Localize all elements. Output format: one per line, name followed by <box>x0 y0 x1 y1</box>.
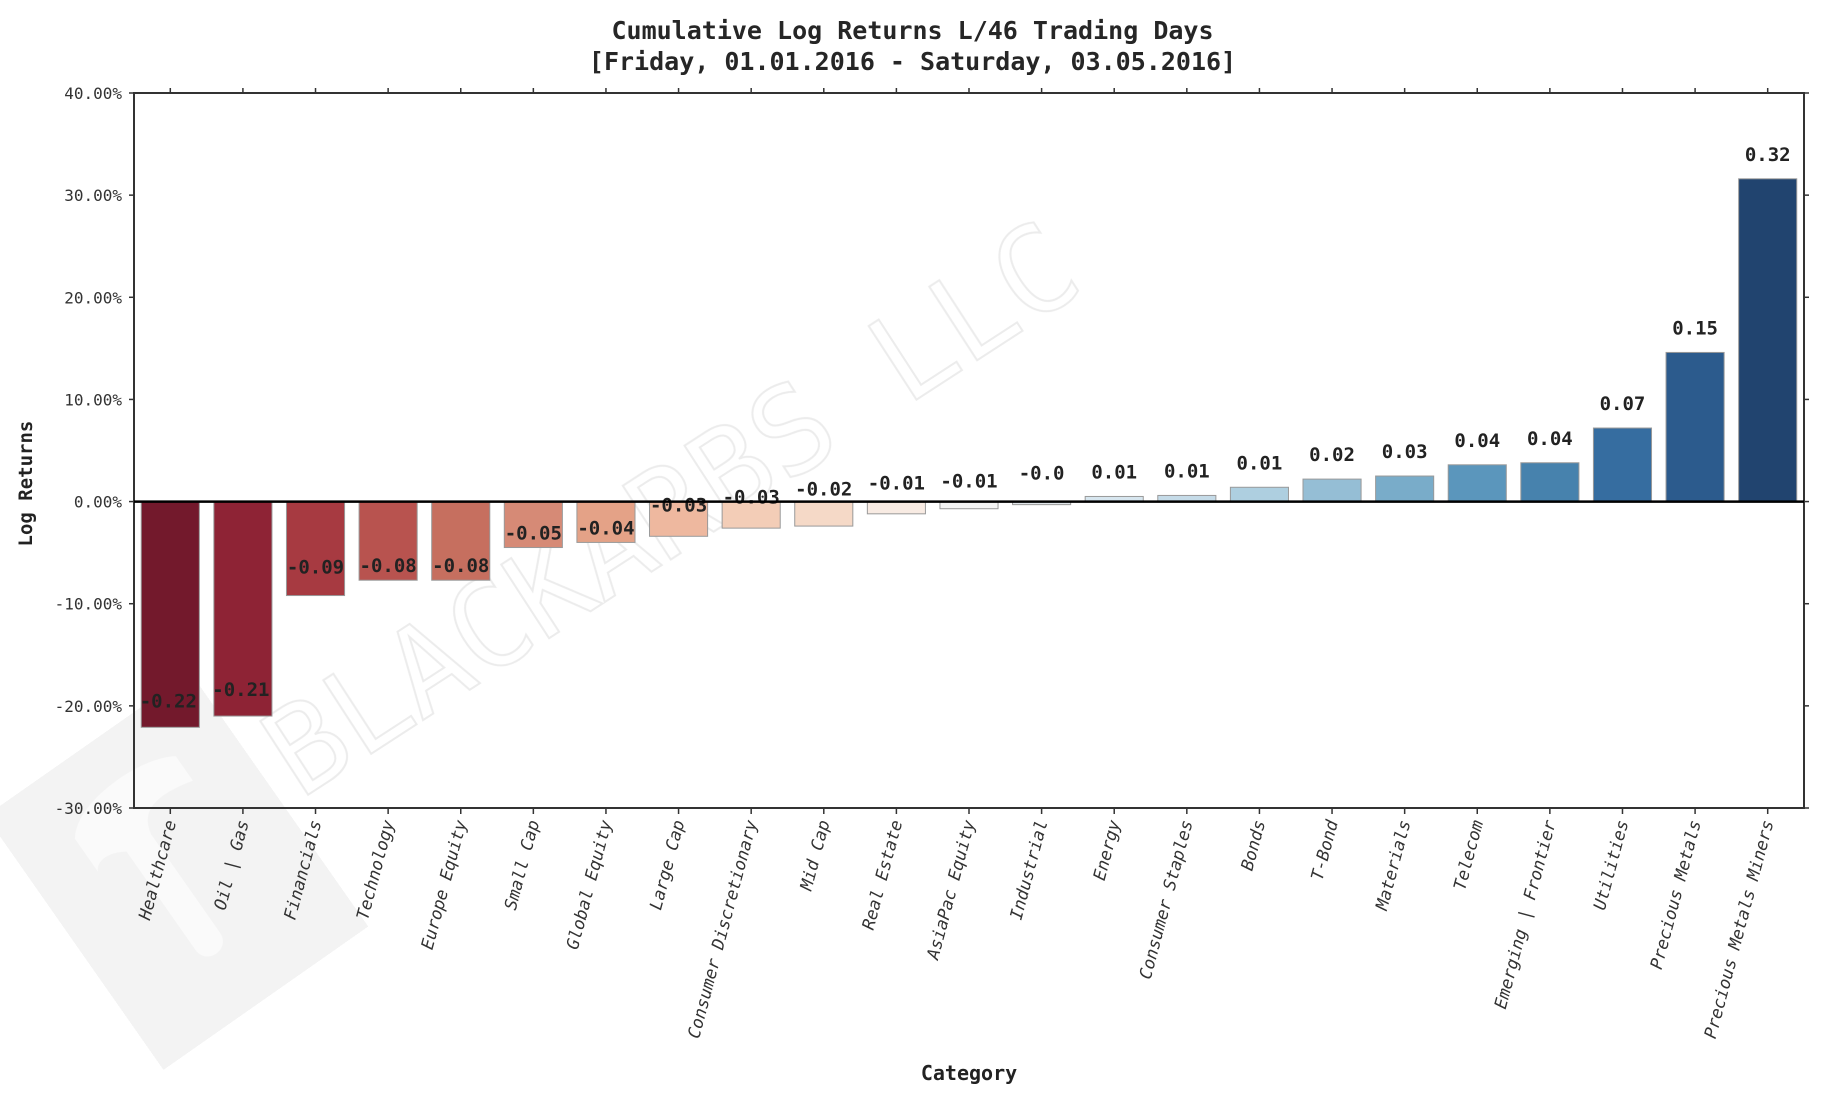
bar-value-label: -0.21 <box>212 679 269 701</box>
y-tick-label: -20.00% <box>55 697 123 716</box>
y-tick-label: 40.00% <box>64 84 122 103</box>
y-tick-label: 30.00% <box>64 186 122 205</box>
x-tick-label: Consumer Staples <box>1136 818 1198 981</box>
bar-value-label: -0.22 <box>140 690 197 712</box>
bar[interactable] <box>503 501 563 549</box>
x-axis-label: Category <box>921 1061 1017 1085</box>
x-tick-label: Utilities <box>1590 818 1633 912</box>
chart-subtitle: [Friday, 01.01.2016 - Saturday, 03.05.20… <box>588 47 1237 76</box>
x-tick-label: Global Equity <box>563 817 617 951</box>
bar-value-label: 0.07 <box>1600 393 1646 415</box>
bar-value-label: 0.15 <box>1672 317 1718 339</box>
x-tick-label: Materials <box>1372 818 1415 913</box>
x-tick-label: Emerging | Frontier <box>1491 817 1561 1011</box>
bar[interactable] <box>213 501 273 717</box>
bar-value-label: -0.05 <box>505 523 562 545</box>
bar-value-label: -0.03 <box>650 495 707 517</box>
bar-value-label: -0.02 <box>795 479 852 501</box>
x-tick-label: Consumer Discretionary <box>684 817 762 1040</box>
bar[interactable] <box>576 501 636 543</box>
bar[interactable] <box>285 501 346 597</box>
x-tick-label: Precious Metals <box>1647 818 1706 971</box>
bar[interactable] <box>1375 475 1435 503</box>
x-tick-label: AsiaPac Equity <box>923 817 980 962</box>
bar-value-label: 0.01 <box>1237 452 1283 474</box>
bar[interactable] <box>431 501 491 581</box>
bar[interactable] <box>1738 178 1798 503</box>
bar-value-label: -0.03 <box>723 487 780 509</box>
x-tick-label: T-Bond <box>1308 817 1343 882</box>
x-tick-label: Precious Metals Miners <box>1701 818 1779 1041</box>
bar[interactable] <box>1302 478 1362 503</box>
y-tick-label: -10.00% <box>55 595 123 614</box>
bar-value-label: -0.04 <box>577 517 634 539</box>
bar[interactable] <box>794 501 854 527</box>
bar-value-label: -0.08 <box>432 555 489 577</box>
bar[interactable] <box>1447 464 1507 503</box>
bar-value-label: 0.04 <box>1454 430 1500 452</box>
bar-value-label: -0.01 <box>868 473 925 495</box>
x-tick-label: Mid Cap <box>796 818 834 893</box>
y-tick-label: 10.00% <box>64 390 122 409</box>
bar[interactable] <box>1665 351 1725 503</box>
bar-value-label: -0.0 <box>1019 463 1065 485</box>
chart-title: Cumulative Log Returns L/46 Trading Days <box>611 16 1214 45</box>
y-axis-label: Log Returns <box>15 421 37 547</box>
bar-value-label: -0.08 <box>360 555 417 577</box>
x-tick-label: Technology <box>353 817 399 922</box>
bar[interactable] <box>358 501 418 581</box>
bar[interactable] <box>1592 427 1653 503</box>
x-tick-label: Real Estate <box>859 818 907 932</box>
bar-value-label: 0.02 <box>1309 444 1355 466</box>
bar-value-label: 0.03 <box>1382 441 1428 463</box>
bar[interactable] <box>1520 462 1580 503</box>
bar-value-label: 0.01 <box>1091 461 1137 483</box>
x-tick-label: Bonds <box>1238 818 1271 873</box>
bar-value-label: 0.01 <box>1164 460 1210 482</box>
x-tick-label: Telecom <box>1450 818 1488 892</box>
bar-value-label: 0.32 <box>1745 144 1791 166</box>
bar-value-label: 0.04 <box>1527 428 1573 450</box>
y-tick-label: -30.00% <box>55 799 123 818</box>
x-tick-label: Europe Equity <box>418 817 472 951</box>
x-tick-label: Energy <box>1090 817 1125 882</box>
x-tick-label: Industrial <box>1007 818 1053 922</box>
bar-value-label: -0.09 <box>287 557 344 579</box>
x-tick-label: Large Cap <box>646 818 689 912</box>
y-tick-label: 20.00% <box>64 288 122 307</box>
bar[interactable] <box>1229 486 1289 503</box>
bar[interactable] <box>140 501 200 728</box>
y-tick-label: 0.00% <box>74 493 123 512</box>
bar[interactable] <box>649 501 709 537</box>
x-tick-label: Small Cap <box>501 818 544 912</box>
bar-value-label: -0.01 <box>940 471 997 493</box>
bar[interactable] <box>866 501 926 515</box>
